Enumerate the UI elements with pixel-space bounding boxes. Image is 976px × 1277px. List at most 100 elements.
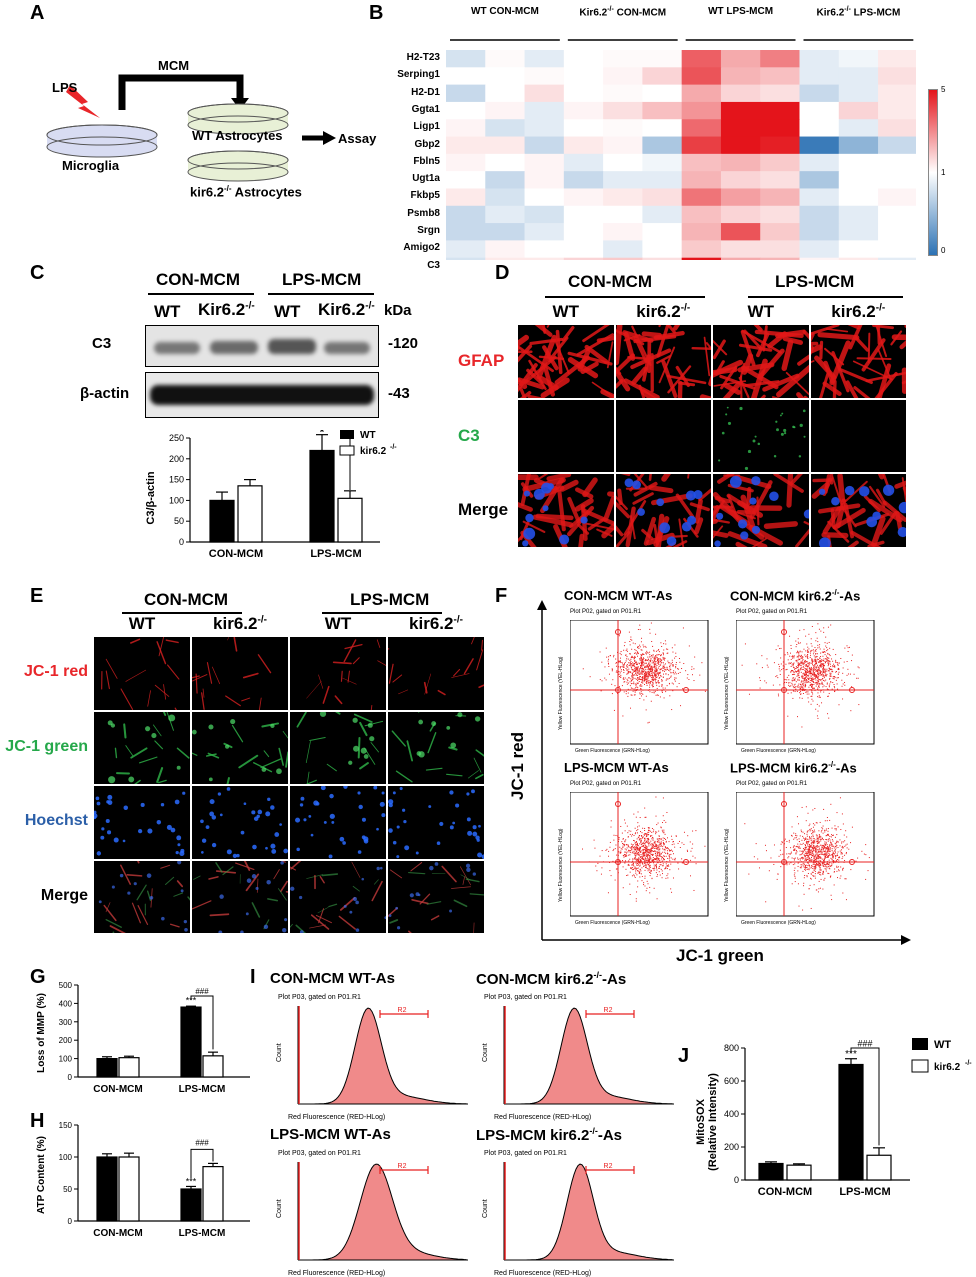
legend-wt-swatch bbox=[912, 1038, 928, 1050]
heatmap-cell bbox=[485, 85, 525, 103]
heatmap-cell bbox=[800, 206, 840, 224]
d-row-label: C3 bbox=[458, 426, 480, 446]
y-tick-label: 800 bbox=[724, 1043, 739, 1053]
heatmap-cell bbox=[721, 50, 761, 68]
heatmap-cell bbox=[878, 67, 916, 85]
heatmap-cell bbox=[485, 102, 525, 120]
scale-label-mid: 1 bbox=[941, 168, 945, 177]
heatmap-cell bbox=[878, 240, 916, 258]
heatmap-cell bbox=[564, 154, 604, 172]
c-lps-mcm: LPS-MCM bbox=[282, 270, 361, 290]
d-lps-underline bbox=[748, 296, 903, 298]
heatmap-cell bbox=[525, 258, 565, 260]
y-tick-label: 250 bbox=[169, 433, 184, 443]
heatmap-gene-label: C3 bbox=[427, 260, 440, 271]
micrograph-jcgreen bbox=[94, 712, 190, 785]
bar bbox=[119, 1058, 139, 1077]
heatmap-cell bbox=[525, 223, 565, 241]
heatmap-cell bbox=[564, 102, 604, 120]
bar bbox=[310, 450, 334, 542]
heatmap-cell bbox=[564, 240, 604, 258]
heatmap-cell bbox=[642, 137, 682, 155]
y-tick-label: 100 bbox=[59, 1055, 73, 1064]
kir-astro-label: kir6.2-/- Astrocytes bbox=[190, 184, 302, 199]
c3-blot bbox=[145, 325, 379, 367]
heatmap-cell bbox=[760, 206, 800, 224]
heatmap-color-scale bbox=[928, 89, 938, 256]
e-con-mcm: CON-MCM bbox=[144, 590, 228, 610]
heatmap-cell bbox=[564, 119, 604, 137]
heatmap-cell bbox=[682, 154, 722, 172]
panel-label-e: E bbox=[30, 585, 43, 608]
heatmap-cell bbox=[446, 154, 486, 172]
c-ylabel: C3/β-actin bbox=[145, 471, 157, 524]
y-tick-label: 150 bbox=[59, 1121, 73, 1130]
heatmap-cell bbox=[603, 154, 643, 172]
c3-blot-label: C3 bbox=[92, 335, 111, 352]
heatmap-cell bbox=[682, 102, 722, 120]
svg-text:R2: R2 bbox=[604, 1163, 613, 1170]
e-column-header: kir6.2-/- bbox=[191, 614, 289, 634]
x-category-label: LPS-MCM bbox=[179, 1228, 226, 1239]
legend-wt: WT bbox=[360, 430, 376, 441]
heatmap-cell bbox=[721, 119, 761, 137]
f-scatter bbox=[736, 792, 876, 922]
heatmap-cell bbox=[525, 102, 565, 120]
heatmap-cell bbox=[446, 102, 486, 120]
micrograph-jcmerge bbox=[388, 861, 484, 934]
micrograph-jcred bbox=[290, 637, 386, 710]
heatmap-cell bbox=[839, 154, 879, 172]
heatmap-cell bbox=[603, 258, 643, 260]
heatmap-group-label: WT LPS-MCM bbox=[682, 6, 800, 17]
c-kir-1: Kir6.2-/- bbox=[198, 300, 255, 320]
micrograph-jcred bbox=[94, 637, 190, 710]
c-kda: kDa bbox=[384, 302, 412, 319]
heatmap-cell bbox=[485, 154, 525, 172]
micrograph-gfap bbox=[713, 325, 809, 398]
heatmap-cell bbox=[603, 206, 643, 224]
x-category-label: LPS-MCM bbox=[310, 548, 361, 560]
f-plot-xaxis: Green Fluorescence (GRN-HLog) bbox=[741, 920, 816, 926]
i-xlabel: Red Fluorescence (RED-HLog) bbox=[288, 1270, 385, 1277]
heatmap-cell bbox=[564, 67, 604, 85]
heatmap-cell bbox=[682, 137, 722, 155]
heatmap-cell bbox=[760, 223, 800, 241]
heatmap-cell bbox=[839, 188, 879, 206]
heatmap-cell bbox=[485, 188, 525, 206]
micrograph-jcred bbox=[192, 637, 288, 710]
wt-astro-label: WT Astrocytes bbox=[192, 128, 283, 143]
micrograph-jcgreen bbox=[192, 712, 288, 785]
heatmap-gene-label: H2-T23 bbox=[407, 52, 440, 63]
j-sig: ### bbox=[857, 1038, 872, 1048]
e-lps-mcm: LPS-MCM bbox=[350, 590, 429, 610]
heatmap-cell bbox=[760, 154, 800, 172]
heatmap-cell bbox=[446, 67, 486, 85]
bactin-blot-label: β-actin bbox=[80, 385, 129, 402]
heatmap-cell bbox=[525, 171, 565, 189]
heatmap-cell bbox=[760, 119, 800, 137]
legend-kir-sup: -/- bbox=[390, 444, 397, 451]
i-plot-header: Plot P03, gated on P01.R1 bbox=[278, 1150, 361, 1157]
heatmap-cell bbox=[525, 240, 565, 258]
j-ylabel-2: (Relative Intensity) bbox=[707, 1073, 719, 1171]
g-ylabel: Loss of MMP (%) bbox=[36, 993, 47, 1073]
heatmap-cell bbox=[800, 223, 840, 241]
d-row-label: Merge bbox=[458, 500, 508, 520]
micrograph-merge bbox=[518, 474, 614, 547]
legend-kir: kir6.2 bbox=[934, 1062, 961, 1073]
heatmap-cell bbox=[800, 154, 840, 172]
heatmap-cell bbox=[564, 50, 604, 68]
y-tick-label: 200 bbox=[169, 454, 184, 464]
heatmap-cell bbox=[446, 137, 486, 155]
i-histogram: R2 bbox=[496, 1160, 676, 1270]
heatmap-cell bbox=[682, 258, 722, 260]
heatmap-cell bbox=[446, 206, 486, 224]
svg-text:R2: R2 bbox=[398, 1007, 407, 1014]
c-con-mcm: CON-MCM bbox=[156, 270, 240, 290]
bar bbox=[97, 1059, 117, 1077]
y-tick-label: 0 bbox=[68, 1217, 73, 1226]
legend-kir-swatch bbox=[340, 446, 354, 455]
micrograph-c3 bbox=[713, 400, 809, 473]
